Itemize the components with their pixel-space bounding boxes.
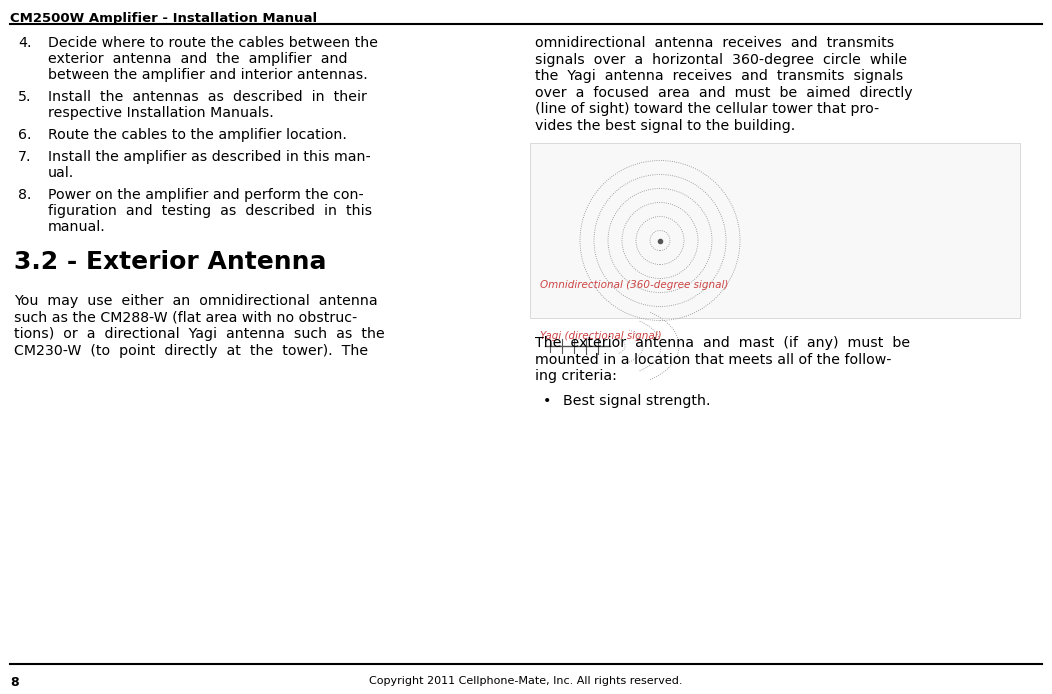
- Text: Route the cables to the amplifier location.: Route the cables to the amplifier locati…: [48, 128, 347, 142]
- Text: Best signal strength.: Best signal strength.: [563, 393, 710, 407]
- Text: manual.: manual.: [48, 220, 106, 234]
- Text: (line of sight) toward the cellular tower that pro-: (line of sight) toward the cellular towe…: [535, 102, 879, 116]
- Text: over  a  focused  area  and  must  be  aimed  directly: over a focused area and must be aimed di…: [535, 85, 913, 99]
- Text: vides the best signal to the building.: vides the best signal to the building.: [535, 119, 795, 133]
- Text: Power on the amplifier and perform the con-: Power on the amplifier and perform the c…: [48, 188, 364, 202]
- Text: 6.: 6.: [18, 128, 32, 142]
- Text: 5.: 5.: [18, 90, 32, 104]
- Text: CM2500W Amplifier - Installation Manual: CM2500W Amplifier - Installation Manual: [11, 12, 317, 25]
- Text: •: •: [543, 393, 551, 407]
- Text: ing criteria:: ing criteria:: [535, 369, 616, 383]
- Text: 4.: 4.: [18, 36, 32, 50]
- Text: ual.: ual.: [48, 166, 75, 180]
- Text: the  Yagi  antenna  receives  and  transmits  signals: the Yagi antenna receives and transmits …: [535, 69, 904, 83]
- Text: Install  the  antennas  as  described  in  their: Install the antennas as described in the…: [48, 90, 367, 104]
- Text: 3.2 - Exterior Antenna: 3.2 - Exterior Antenna: [14, 250, 326, 274]
- Text: figuration  and  testing  as  described  in  this: figuration and testing as described in t…: [48, 204, 372, 218]
- Text: signals  over  a  horizontal  360-degree  circle  while: signals over a horizontal 360-degree cir…: [535, 53, 907, 67]
- Text: omnidirectional  antenna  receives  and  transmits: omnidirectional antenna receives and tra…: [535, 36, 894, 50]
- Text: Decide where to route the cables between the: Decide where to route the cables between…: [48, 36, 378, 50]
- Text: 7.: 7.: [18, 150, 32, 164]
- Text: Copyright 2011 Cellphone-Mate, Inc. All rights reserved.: Copyright 2011 Cellphone-Mate, Inc. All …: [369, 676, 683, 686]
- Text: such as the CM288-W (flat area with no obstruc-: such as the CM288-W (flat area with no o…: [14, 310, 358, 325]
- Text: The  exterior  antenna  and  mast  (if  any)  must  be: The exterior antenna and mast (if any) m…: [535, 336, 910, 350]
- Text: Omnidirectional (360-degree signal): Omnidirectional (360-degree signal): [540, 280, 728, 290]
- Text: 8.: 8.: [18, 188, 32, 202]
- Text: 8: 8: [11, 676, 19, 689]
- FancyBboxPatch shape: [530, 143, 1020, 318]
- Text: CM230-W  (to  point  directly  at  the  tower).  The: CM230-W (to point directly at the tower)…: [14, 344, 368, 357]
- Text: mounted in a location that meets all of the follow-: mounted in a location that meets all of …: [535, 353, 891, 366]
- Text: respective Installation Manuals.: respective Installation Manuals.: [48, 106, 274, 120]
- Text: Install the amplifier as described in this man-: Install the amplifier as described in th…: [48, 150, 370, 164]
- Text: between the amplifier and interior antennas.: between the amplifier and interior anten…: [48, 68, 368, 82]
- Text: tions)  or  a  directional  Yagi  antenna  such  as  the: tions) or a directional Yagi antenna suc…: [14, 327, 385, 341]
- Text: exterior  antenna  and  the  amplifier  and: exterior antenna and the amplifier and: [48, 52, 347, 66]
- Text: You  may  use  either  an  omnidirectional  antenna: You may use either an omnidirectional an…: [14, 294, 378, 308]
- Text: Yagi (directional signal): Yagi (directional signal): [540, 331, 662, 341]
